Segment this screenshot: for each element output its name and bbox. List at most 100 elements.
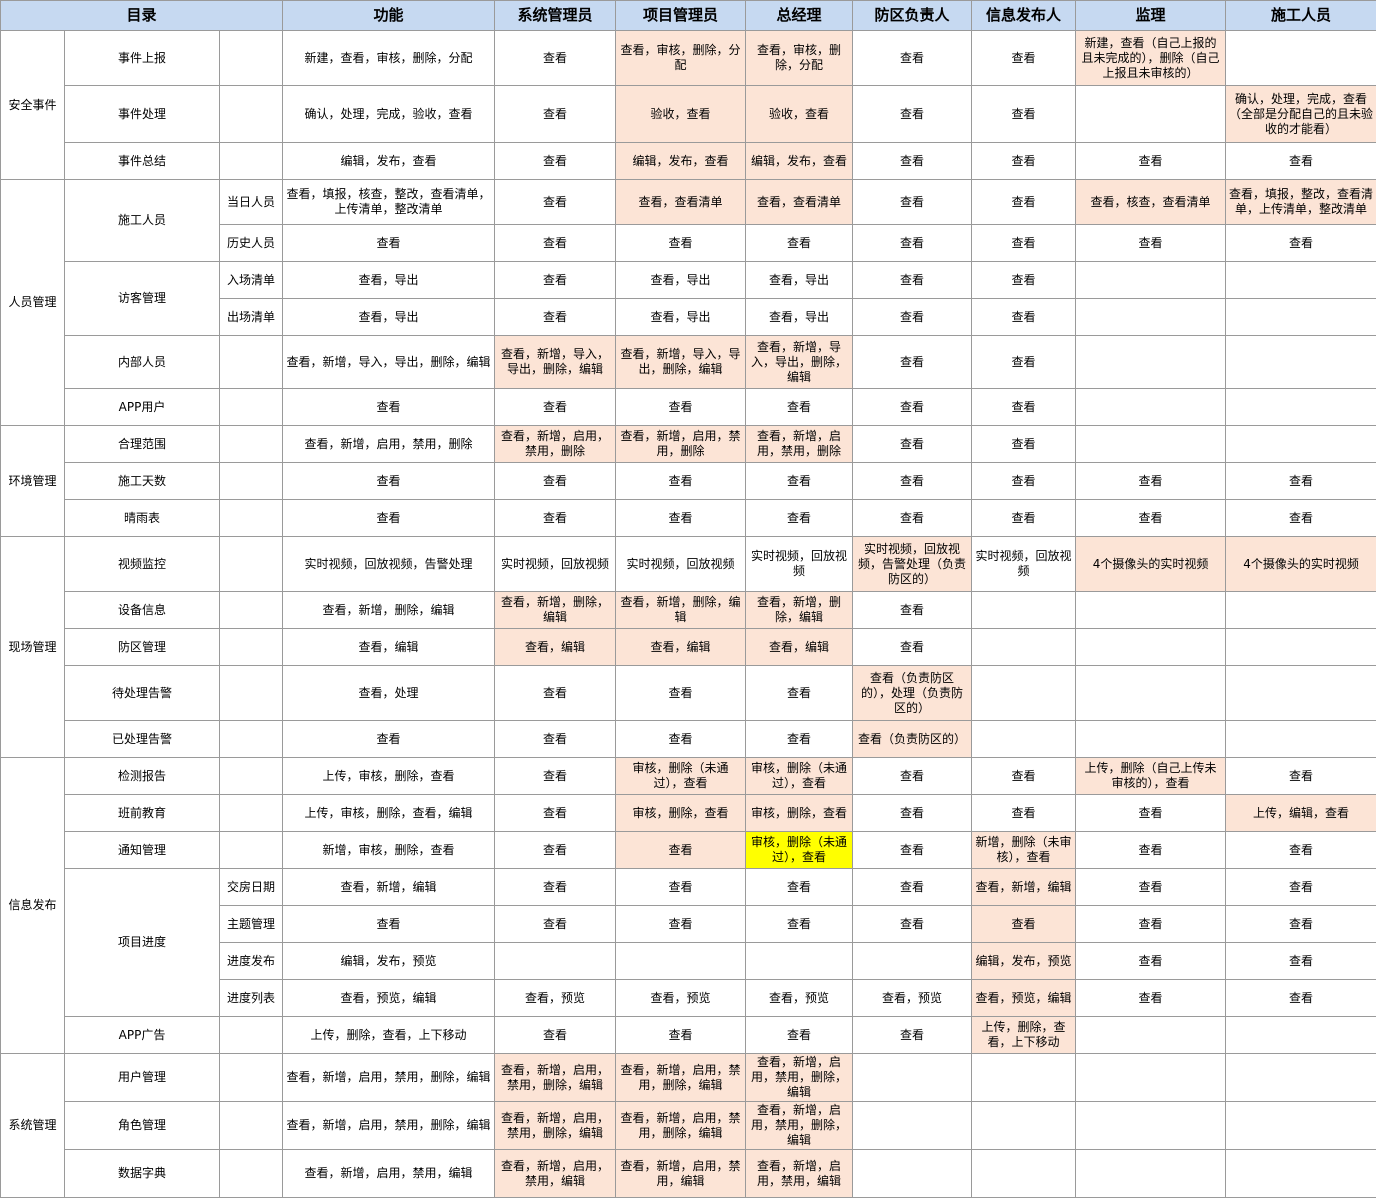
function-cell: 上传，审核，删除，查看 (282, 757, 496, 795)
permission-cell: 查看 (971, 30, 1077, 86)
permission-cell: 查看，新增，导入，导出，删除，编辑 (745, 335, 854, 389)
permission-cell: 编辑，发布，查看 (745, 142, 854, 180)
permission-cell (971, 1101, 1077, 1150)
permission-cell: 查看 (971, 757, 1077, 795)
table-row: 待处理告警 查看，处理 查看 查看 查看 查看（负责防区的），处理（负责防区的） (1, 665, 1376, 721)
permission-cell: 实时视频，回放视频 (615, 536, 747, 592)
permission-cell: 上传，编辑，查看 (1225, 794, 1376, 832)
sub-item-label (218, 30, 284, 86)
permission-cell: 编辑，发布，查看 (615, 142, 747, 180)
permission-cell (1075, 1149, 1227, 1198)
permission-cell: 查看 (852, 831, 973, 869)
sub-item-label (218, 665, 284, 721)
permission-cell: 查看，预览 (745, 979, 854, 1017)
function-cell: 查看，新增，启用，禁用，删除，编辑 (282, 1053, 496, 1102)
section-label: 环境管理 (0, 425, 65, 537)
permission-cell (1225, 335, 1376, 389)
permission-cell (971, 720, 1077, 758)
item-label: 晴雨表 (64, 499, 220, 537)
permission-cell: 查看 (494, 757, 617, 795)
permission-cell: 查看 (494, 831, 617, 869)
section-label: 人员管理 (0, 179, 65, 426)
permission-cell (1075, 425, 1227, 463)
item-label: 内部人员 (64, 335, 220, 389)
permission-cell: 查看 (852, 1016, 973, 1054)
permission-cell: 查看 (1075, 499, 1227, 537)
permission-cell: 查看 (852, 868, 973, 906)
function-cell: 查看 (282, 905, 496, 943)
permission-cell: 查看，新增，编辑 (971, 868, 1077, 906)
sub-item-label (218, 1016, 284, 1054)
permission-cell: 查看 (971, 794, 1077, 832)
function-cell: 新建，查看，审核，删除，分配 (282, 30, 496, 86)
permission-cell: 查看 (745, 224, 854, 262)
permission-cell: 查看，新增，启用，禁用，删除，编辑 (615, 1101, 747, 1150)
header-role: 监理 (1075, 0, 1227, 31)
table-row: APP广告 上传，删除，查看，上下移动 查看 查看 查看 查看 上传，删除，查看，上下移动 (1, 1016, 1376, 1054)
item-label: 事件处理 (64, 85, 220, 143)
permission-cell: 4个摄像头的实时视频 (1075, 536, 1227, 592)
table-row: 内部人员 查看，新增，导入，导出，删除，编辑 查看，新增，导入，导出，删除，编辑 查看… (1, 335, 1376, 389)
function-cell: 查看，新增，导入，导出，删除，编辑 (282, 335, 496, 389)
table-row: 班前教育 上传，审核，删除，查看，编辑 查看 审核，删除，查看 审核，删除，查看 查看 查看… (1, 794, 1376, 832)
section-label: 现场管理 (0, 536, 65, 758)
permission-cell: 查看，新增，启用，禁用，删除，编辑 (745, 1101, 854, 1150)
permission-cell: 查看，新增，启用，禁用，编辑 (745, 1149, 854, 1198)
header-role: 总经理 (745, 0, 854, 31)
permission-cell: 查看，查看清单 (615, 179, 747, 225)
permission-cell: 上传，删除（自己上传未审核的），查看 (1075, 757, 1227, 795)
permission-cell: 查看，核查，查看清单 (1075, 179, 1227, 225)
table-row: 系统管理 用户管理 查看，新增，启用，禁用，删除，编辑 查看，新增，启用，禁用，删除，… (0, 1053, 1376, 1198)
permission-cell (971, 1149, 1077, 1198)
function-cell: 查看，新增，启用，禁用，删除 (282, 425, 496, 463)
sub-item-label: 入场清单 (218, 261, 284, 299)
permission-cell: 查看 (745, 720, 854, 758)
table-row: 晴雨表 查看 查看 查看 查看 查看 查看 查看 查看 (1, 499, 1376, 537)
permission-cell: 查看 (852, 591, 973, 629)
sub-item-label (218, 536, 284, 592)
item-label: 项目进度 (64, 868, 220, 1017)
table-row: 防区管理 查看，编辑 查看，编辑 查看，编辑 查看，编辑 查看 (1, 628, 1376, 666)
permission-cell: 查看 (971, 499, 1077, 537)
permission-cell: 查看 (1075, 979, 1227, 1017)
permission-cell (971, 591, 1077, 629)
permission-cell: 查看 (971, 462, 1077, 500)
permission-cell: 查看 (852, 905, 973, 943)
permission-cell (1075, 720, 1227, 758)
permission-cell (1075, 298, 1227, 336)
table-row: 项目进度 交房日期 查看，新增，编辑 查看 查看 查看 查看 查看，新增，编辑 查看 查看 (1, 868, 1376, 1017)
sub-item-label (218, 499, 284, 537)
sub-item-label (218, 462, 284, 500)
table-row: 事件总结 编辑，发布，查看 查看 编辑，发布，查看 编辑，发布，查看 查看 查看 查看 查看 (1, 142, 1376, 180)
permission-cell: 查看 (494, 224, 617, 262)
permission-cell: 查看 (852, 462, 973, 500)
function-cell: 查看 (282, 224, 496, 262)
permission-cell (1225, 388, 1376, 426)
permission-cell: 查看 (494, 905, 617, 943)
permission-cell: 查看 (1075, 462, 1227, 500)
permission-cell: 查看 (494, 868, 617, 906)
permission-cell: 查看，预览 (494, 979, 617, 1017)
permission-cell: 查看 (1225, 831, 1376, 869)
function-cell: 查看，导出 (282, 298, 496, 336)
section-label: 安全事件 (0, 30, 65, 180)
permission-cell: 查看 (494, 794, 617, 832)
item-label: 防区管理 (64, 628, 220, 666)
permission-cell: 查看 (852, 388, 973, 426)
permission-cell (1075, 335, 1227, 389)
permission-cell: 查看 (745, 868, 854, 906)
permission-cell: 审核，删除（未通过），查看 (745, 757, 854, 795)
sub-item-label (218, 1053, 284, 1102)
header-role: 信息发布人 (971, 0, 1077, 31)
permission-cell: 查看 (852, 757, 973, 795)
permission-cell (745, 942, 854, 980)
permission-cell: 查看 (615, 224, 747, 262)
permission-cell: 查看，新增，导入，导出，删除，编辑 (615, 335, 747, 389)
permission-cell: 查看，新增，启用，禁用，删除，编辑 (494, 1101, 617, 1150)
sub-item-label (218, 757, 284, 795)
permission-cell (1075, 1101, 1227, 1150)
permission-cell: 查看 (1225, 905, 1376, 943)
permission-cell: 查看 (1075, 942, 1227, 980)
permission-cell: 查看 (615, 905, 747, 943)
permission-cell: 查看 (852, 499, 973, 537)
